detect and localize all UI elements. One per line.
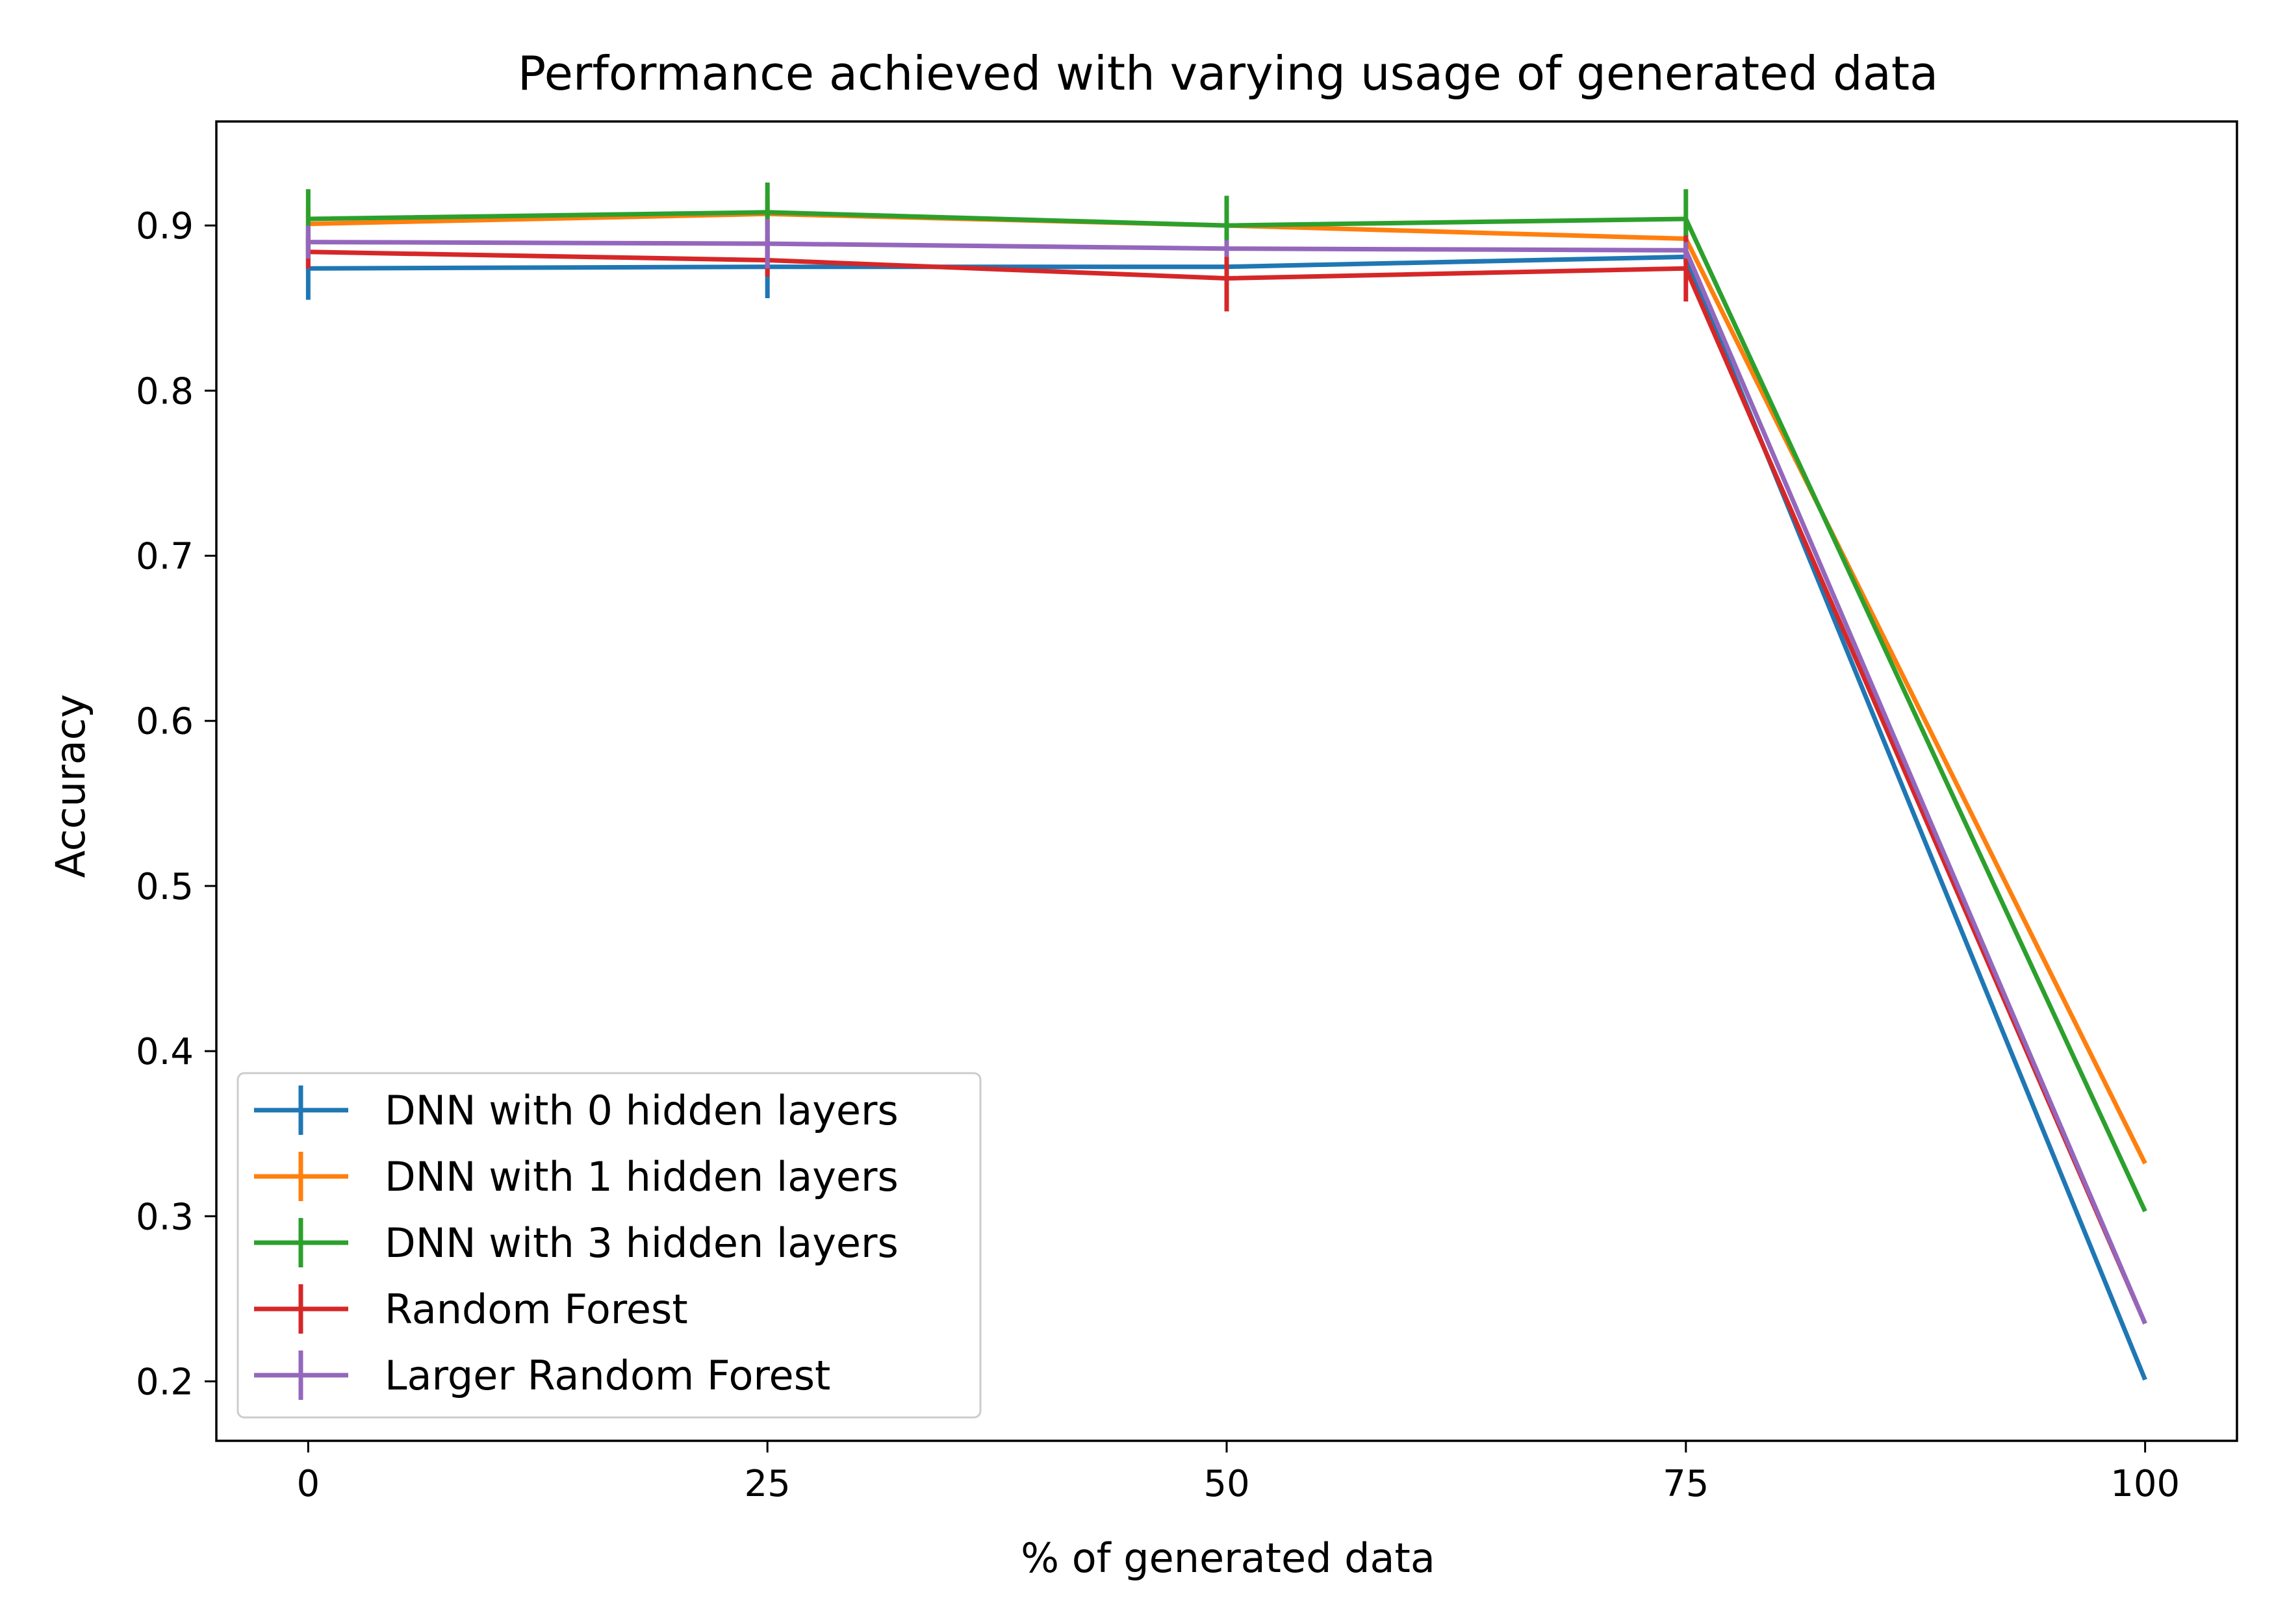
y-tick-label: 0.3 — [136, 1196, 194, 1238]
legend: DNN with 0 hidden layers DNN with 1 hidde… — [236, 1072, 982, 1419]
y-tick-label: 0.9 — [136, 205, 194, 247]
legend-label: DNN with 3 hidden layers — [385, 1219, 899, 1267]
legend-item-1: DNN with 1 hidden layers — [254, 1152, 899, 1201]
y-tick-label: 0.4 — [136, 1031, 194, 1073]
y-tick-label: 0.6 — [136, 701, 194, 743]
x-axis-label: % of generated data — [1021, 1534, 1435, 1582]
legend-item-2: DNN with 3 hidden layers — [254, 1218, 899, 1267]
y-tick-label: 0.2 — [136, 1361, 194, 1403]
y-axis-label: Accuracy — [47, 694, 94, 878]
y-tick-label: 0.8 — [136, 370, 194, 412]
legend-label: DNN with 1 hidden layers — [385, 1153, 899, 1200]
y-tick-label: 0.7 — [136, 536, 194, 578]
legend-box — [236, 1072, 982, 1419]
legend-item-0: DNN with 0 hidden layers — [254, 1085, 899, 1135]
legend-item-3: Random Forest — [254, 1284, 688, 1334]
chart-title: Performance achieved with varying usage … — [518, 46, 1938, 101]
legend-label: DNN with 0 hidden layers — [385, 1087, 899, 1134]
legend-label: Random Forest — [385, 1286, 688, 1333]
axes-layer: 0 25 50 75 100 0.2 0.3 0.4 0.5 0.6 0.7 0.8 0.9 — [136, 120, 2238, 1505]
legend-label: Larger Random Forest — [385, 1352, 830, 1399]
legend-item-4: Larger Random Forest — [254, 1351, 830, 1400]
x-tick-label: 50 — [1203, 1463, 1249, 1505]
x-tick-label: 0 — [297, 1463, 320, 1505]
x-tick-label: 25 — [745, 1463, 791, 1505]
y-tick-label: 0.5 — [136, 866, 194, 908]
x-tick-label: 75 — [1663, 1463, 1709, 1505]
series-layer — [305, 183, 2147, 1381]
x-tick-label: 100 — [2110, 1463, 2180, 1505]
series-4 — [305, 218, 2147, 1325]
